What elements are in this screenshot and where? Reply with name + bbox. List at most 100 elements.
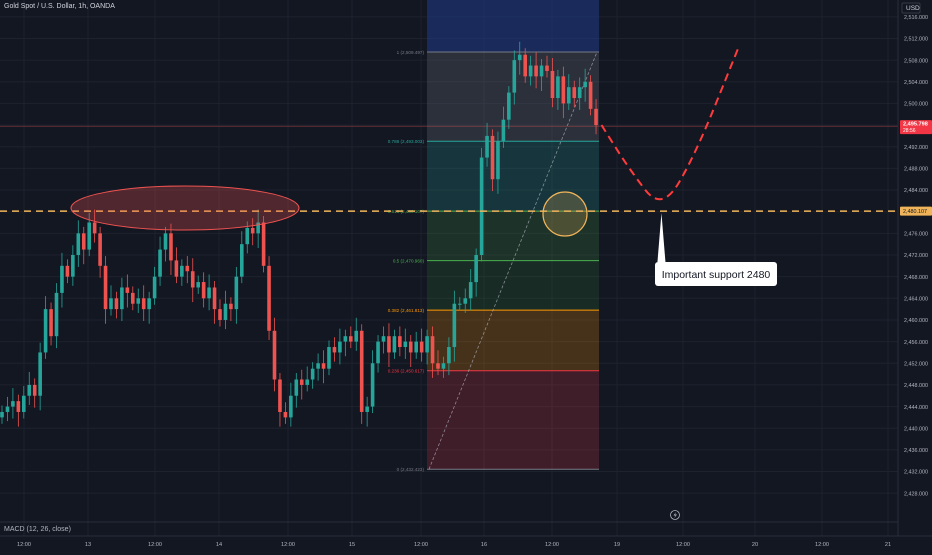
candle-body[interactable]: [294, 379, 299, 396]
candle-body[interactable]: [131, 292, 135, 304]
candle-body[interactable]: [567, 87, 571, 104]
candle-body[interactable]: [310, 368, 315, 380]
candle-body[interactable]: [81, 233, 86, 250]
candle-body[interactable]: [49, 309, 53, 337]
candle-body[interactable]: [550, 70, 555, 99]
candle-body[interactable]: [468, 282, 473, 299]
candle-body[interactable]: [523, 54, 527, 77]
candle-body[interactable]: [392, 336, 397, 353]
candle-body[interactable]: [365, 406, 369, 412]
candle-body[interactable]: [256, 222, 260, 234]
candle-body[interactable]: [561, 76, 566, 104]
candle-body[interactable]: [174, 260, 179, 277]
candle-body[interactable]: [98, 233, 102, 266]
candle-body[interactable]: [556, 76, 560, 99]
candle-body[interactable]: [245, 227, 250, 245]
candle-body[interactable]: [60, 265, 64, 293]
candle-body[interactable]: [272, 330, 277, 380]
candle-body[interactable]: [479, 157, 484, 255]
candle-body[interactable]: [234, 276, 239, 310]
candle-body[interactable]: [376, 341, 380, 364]
candle-body[interactable]: [496, 141, 500, 180]
candle-body[interactable]: [0, 411, 4, 418]
callout-box[interactable]: [655, 262, 777, 286]
candle-body[interactable]: [539, 65, 544, 77]
candle-body[interactable]: [32, 384, 37, 396]
candle-body[interactable]: [87, 222, 91, 250]
candle-body[interactable]: [283, 411, 288, 418]
candle-body[interactable]: [447, 347, 451, 364]
candle-body[interactable]: [343, 336, 348, 342]
candle-body[interactable]: [545, 65, 549, 71]
candle-body[interactable]: [474, 255, 478, 283]
candle-body[interactable]: [109, 298, 113, 310]
candle-body[interactable]: [321, 363, 326, 369]
candle-body[interactable]: [359, 330, 364, 412]
candle-body[interactable]: [147, 298, 151, 310]
candle-body[interactable]: [223, 303, 228, 320]
candle-body[interactable]: [430, 336, 435, 364]
candle-body[interactable]: [414, 341, 418, 353]
candle-body[interactable]: [11, 401, 15, 407]
candle-body[interactable]: [180, 265, 184, 277]
candle-body[interactable]: [201, 282, 206, 299]
candle-body[interactable]: [425, 336, 429, 353]
candle-body[interactable]: [507, 92, 511, 120]
candle-body[interactable]: [158, 249, 162, 277]
candle-body[interactable]: [169, 233, 173, 261]
currency-box[interactable]: [901, 2, 921, 14]
lightning-icon[interactable]: [670, 510, 680, 520]
candle-body[interactable]: [528, 65, 533, 77]
candle-body[interactable]: [332, 347, 337, 353]
candle-body[interactable]: [354, 330, 359, 342]
resistance-ellipse[interactable]: [70, 185, 300, 231]
candle-body[interactable]: [16, 401, 21, 412]
candle-body[interactable]: [588, 81, 593, 109]
candle-body[interactable]: [196, 282, 200, 288]
candle-body[interactable]: [403, 341, 408, 348]
candle-body[interactable]: [207, 287, 211, 299]
candle-body[interactable]: [512, 60, 517, 93]
candle-body[interactable]: [71, 255, 75, 277]
candle-body[interactable]: [327, 347, 331, 369]
candle-body[interactable]: [43, 309, 48, 353]
candle-body[interactable]: [594, 108, 598, 126]
candle-body[interactable]: [267, 265, 271, 331]
candle-body[interactable]: [141, 298, 146, 310]
candle-body[interactable]: [212, 287, 217, 310]
candle-body[interactable]: [125, 287, 130, 293]
candle-body[interactable]: [305, 379, 309, 385]
candle-body[interactable]: [490, 135, 495, 180]
candle-body[interactable]: [120, 287, 124, 310]
candle-body[interactable]: [441, 363, 446, 369]
candle-body[interactable]: [261, 222, 266, 266]
candle-body[interactable]: [5, 406, 10, 412]
candle-body[interactable]: [65, 265, 70, 277]
candle-body[interactable]: [517, 54, 522, 61]
candle-body[interactable]: [316, 363, 320, 369]
candle-body[interactable]: [152, 276, 157, 299]
candle-body[interactable]: [22, 395, 26, 412]
candle-body[interactable]: [278, 379, 282, 412]
candle-body[interactable]: [163, 233, 168, 250]
candle-body[interactable]: [54, 292, 59, 337]
candle-body[interactable]: [289, 395, 293, 418]
candle-body[interactable]: [103, 265, 108, 310]
candle-body[interactable]: [485, 135, 489, 158]
candle-body[interactable]: [458, 303, 462, 305]
support-highlight-circle[interactable]: [542, 191, 588, 237]
candle-body[interactable]: [381, 336, 386, 342]
candle-body[interactable]: [398, 336, 402, 348]
candle-body[interactable]: [349, 336, 353, 342]
candle-body[interactable]: [229, 303, 233, 310]
candle-body[interactable]: [436, 363, 440, 369]
candle-body[interactable]: [452, 303, 457, 348]
candle-body[interactable]: [501, 119, 506, 142]
candle-body[interactable]: [250, 227, 255, 234]
candle-body[interactable]: [577, 87, 582, 99]
candle-body[interactable]: [76, 233, 81, 255]
candle-body[interactable]: [190, 271, 195, 288]
candle-body[interactable]: [419, 341, 424, 353]
